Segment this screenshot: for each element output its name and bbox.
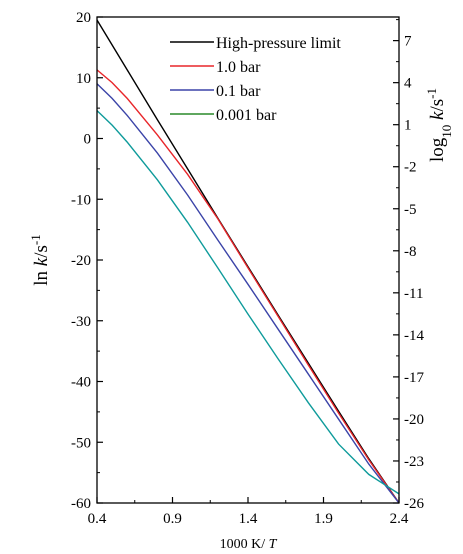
- x-tick-label-2: 1.4: [239, 511, 258, 527]
- series-line-2: [96, 69, 400, 504]
- y-tick-label-3: -10: [71, 192, 91, 208]
- y2-tick-label-0: 7: [404, 34, 412, 50]
- series-line-4: [96, 110, 400, 495]
- y-tick-label-2: 0: [84, 132, 92, 148]
- ticks-layer: [96, 16, 400, 504]
- series-layer: [96, 19, 400, 504]
- legend: High-pressure limit 1.0 bar 0.1 bar 0.001 b…: [170, 35, 341, 124]
- legend-label-1: High-pressure limit: [216, 35, 341, 52]
- legend-label-3: 0.1 bar: [216, 83, 261, 100]
- y-tick-label-0: 20: [76, 10, 91, 26]
- y-axis-title: ln k/s-1: [28, 234, 53, 286]
- x-tick-label-4: 2.4: [390, 511, 409, 527]
- y-tick-label-5: -30: [71, 314, 91, 330]
- y2-tick-label-9: -20: [404, 412, 424, 428]
- legend-label-2: 1.0 bar: [216, 59, 261, 76]
- y-tick-label-6: -40: [71, 375, 91, 391]
- y2-tick-label-1: 4: [404, 76, 412, 92]
- y2-tick-label-8: -17: [404, 370, 424, 386]
- y2-axis-title: log10 k/s-1: [424, 88, 454, 162]
- y-tick-label-7: -50: [71, 435, 91, 451]
- tick-labels-layer: 0.4 0.9 1.4 1.9 2.4 20 10 0 -10 -20 -30 -40 -50 -60 7 4…: [71, 10, 424, 527]
- y2-tick-label-3: -2: [404, 160, 417, 176]
- y2-tick-label-7: -14: [404, 328, 424, 344]
- x-tick-label-0: 0.4: [88, 511, 107, 527]
- y-tick-label-1: 10: [76, 71, 91, 87]
- x-tick-label-1: 0.9: [163, 511, 182, 527]
- x-axis-title: 1000 K/ T: [220, 537, 278, 552]
- y2-tick-label-5: -8: [404, 244, 417, 260]
- y2-tick-label-10: -23: [404, 454, 424, 470]
- y2-tick-label-4: -5: [404, 202, 417, 218]
- legend-label-4: 0.001 bar: [216, 107, 277, 124]
- x-tick-label-3: 1.9: [314, 511, 333, 527]
- series-line-3: [96, 83, 400, 504]
- y2-tick-label-11: -26: [404, 496, 424, 512]
- y-tick-label-4: -20: [71, 253, 91, 269]
- y2-tick-label-6: -11: [404, 286, 423, 302]
- y-tick-label-8: -60: [71, 496, 91, 512]
- y2-tick-label-2: 1: [404, 118, 412, 134]
